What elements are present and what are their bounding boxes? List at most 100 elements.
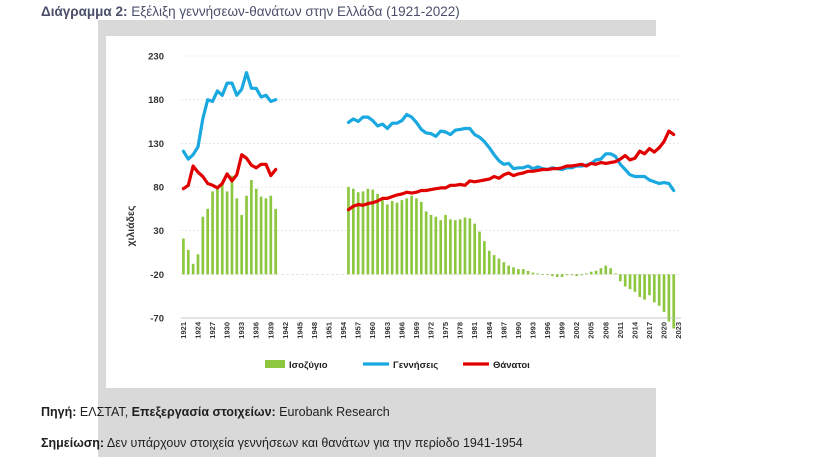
balance-bar [657, 274, 661, 306]
y-tick-label: 30 [153, 226, 164, 237]
y-tick-label: 230 [148, 52, 164, 63]
balance-bar [585, 273, 588, 275]
balance-bar [478, 231, 481, 275]
balance-bar [507, 265, 511, 275]
balance-bar [638, 274, 642, 298]
balance-bar [381, 200, 384, 275]
balance-bar [201, 216, 205, 275]
x-tick-label: 1969 [412, 322, 421, 339]
balance-bar [541, 274, 544, 275]
balance-bar [390, 200, 394, 275]
balance-bar [560, 274, 564, 277]
x-tick-label: 1951 [325, 322, 334, 339]
y-tick-label: -20 [150, 270, 164, 281]
balance-bar [206, 208, 210, 275]
x-tick-label: 2020 [660, 322, 669, 339]
balance-bar [497, 258, 501, 275]
legend-label: Ισοζύγιο [289, 360, 328, 371]
processing-text: Eurobank Research [275, 405, 390, 419]
x-tick-label: 1975 [441, 322, 450, 339]
x-tick-label: 1921 [179, 322, 188, 339]
source-label: Πηγή: [41, 405, 77, 419]
balance-bar [230, 175, 234, 275]
balance-bar [191, 263, 195, 275]
balance-bar [672, 274, 676, 329]
balance-bar [575, 274, 578, 277]
balance-bar [361, 191, 365, 275]
y-axis-label: χιλιάδες [125, 205, 137, 247]
x-tick-label: 2017 [645, 322, 654, 339]
balance-bar [351, 188, 355, 275]
balance-bar [439, 220, 443, 275]
chart-title-prefix: Διάγραμμα 2: [41, 4, 128, 19]
y-tick-label: 180 [148, 95, 164, 106]
x-tick-label: 1993 [528, 322, 537, 339]
x-tick-label: 1999 [558, 322, 567, 339]
balance-bar [235, 198, 239, 275]
x-tick-label: 1966 [397, 322, 406, 339]
x-tick-label: 1963 [383, 322, 392, 339]
x-tick-label: 2014 [630, 321, 639, 339]
balance-bar [536, 273, 540, 275]
x-tick-label: 1984 [485, 321, 494, 339]
balance-bar [551, 274, 554, 277]
balance-bar [531, 272, 535, 275]
balance-bar [429, 214, 433, 275]
balance-bar [487, 250, 491, 275]
balance-bar [546, 274, 549, 275]
x-tick-label: 1954 [339, 321, 348, 339]
balance-bar [410, 195, 413, 275]
balance-bar [453, 220, 457, 275]
balance-bar [517, 269, 520, 275]
y-tick-label: 130 [148, 139, 164, 150]
balance-bar [356, 192, 360, 275]
births-line [181, 71, 676, 193]
x-tick-label: 1930 [223, 322, 232, 339]
x-tick-label: 1939 [266, 322, 275, 339]
balance-bar [628, 274, 632, 290]
footer-note: Σημείωση: Δεν υπάρχουν στοιχεία γεννήσεω… [41, 436, 523, 450]
footer-source: Πηγή: ΕΛΣΤΑΤ, Επεξεργασία στοιχείων: Eur… [41, 405, 390, 419]
balance-bar [449, 219, 452, 275]
x-tick-label: 1942 [281, 322, 290, 339]
balance-bar [182, 238, 185, 275]
balance-bar [347, 187, 350, 275]
balance-bar [444, 214, 447, 275]
x-tick-label: 1996 [543, 322, 552, 339]
note-text: Δεν υπάρχουν στοιχεία γεννήσεων και θανά… [104, 436, 523, 450]
balance-bar [589, 271, 593, 275]
balance-bar [274, 208, 277, 275]
balance-bar [512, 267, 515, 275]
balance-bar [463, 217, 467, 275]
balance-bar [186, 249, 190, 275]
balance-bar [594, 270, 598, 275]
note-label: Σημείωση: [41, 436, 105, 450]
legend-label: Γεννήσεις [393, 360, 438, 371]
balance-bar [225, 191, 229, 275]
x-tick-label: 1981 [470, 322, 479, 339]
chart-title: Διάγραμμα 2: Εξέλιξη γεννήσεων-θανάτων σ… [41, 4, 460, 19]
balance-bar [376, 193, 379, 275]
y-tick-label: -70 [150, 314, 164, 325]
balance-bar [250, 180, 253, 275]
x-tick-label: 2011 [616, 322, 625, 338]
balance-bar [599, 268, 603, 275]
balance-bar [652, 274, 656, 303]
balance-bar [254, 188, 258, 275]
y-tick-label: 80 [153, 183, 164, 194]
balance-bar [570, 274, 574, 276]
plot-card: 230 180 130 80 30 -20 -70 χιλιάδες 1921 1924 192… [106, 36, 692, 388]
x-tick-label: 1960 [368, 322, 377, 339]
balance-bar [667, 274, 671, 322]
legend-swatch-balance [265, 360, 285, 368]
balance-bar [405, 198, 409, 275]
balance-bar [395, 202, 399, 275]
balance-bar [526, 270, 530, 275]
x-tick-label: 1936 [252, 322, 261, 339]
x-tick-label: 1945 [295, 322, 304, 339]
balance-bar [211, 191, 214, 275]
balance-bar [415, 198, 418, 275]
source-text: ΕΛΣΤΑΤ, [76, 405, 132, 419]
x-tick-label: 1972 [427, 322, 436, 339]
